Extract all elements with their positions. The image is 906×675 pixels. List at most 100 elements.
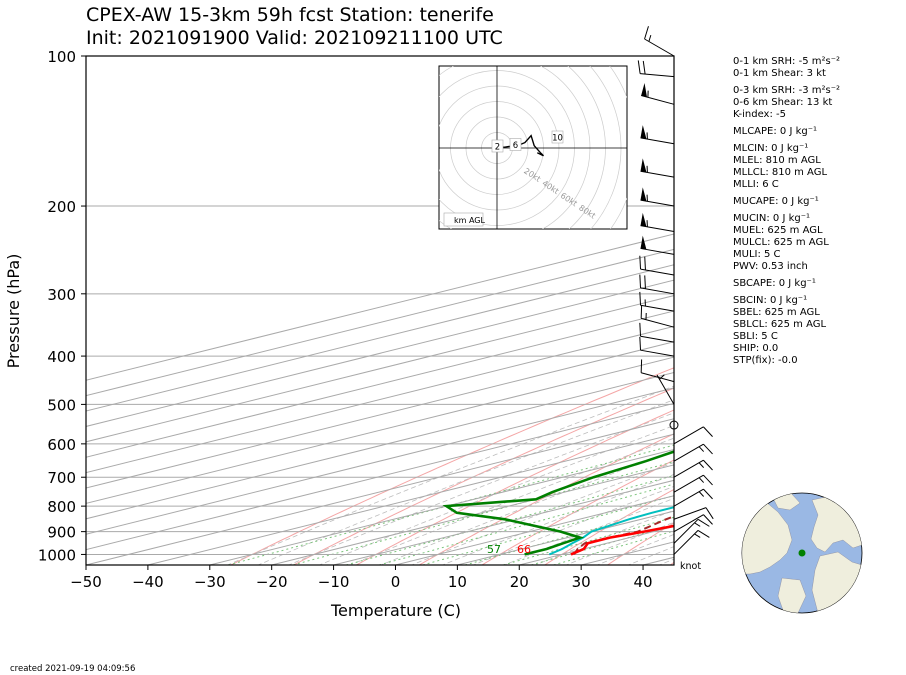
stat-line: SBLCL: 625 m AGL (733, 319, 827, 330)
stat-line: MUEL: 625 m AGL (733, 225, 823, 236)
barb-staff (640, 268, 675, 276)
barb-flag (640, 187, 647, 202)
hodograph-height-box (491, 139, 504, 153)
barb-staff (640, 170, 675, 178)
x-tick-label: 40 (634, 573, 653, 591)
dry-adiabat-line (481, 459, 674, 565)
y-tick-label: 800 (47, 498, 76, 516)
created-timestamp: created 2021-09-19 04:09:56 (10, 664, 136, 674)
hodograph-trace (495, 134, 544, 157)
barb-full (697, 518, 710, 527)
barb-flag (640, 158, 647, 173)
barb-half (694, 533, 701, 538)
barb-flag (640, 125, 647, 139)
barb-full (703, 443, 713, 455)
stat-line: STP(fix): -0.0 (733, 355, 798, 366)
barb-staff (641, 372, 675, 383)
wind-barb (673, 474, 713, 493)
stat-line: MULCL: 625 m AGL (733, 237, 829, 248)
barb-staff (673, 488, 704, 507)
barb-full (639, 336, 642, 351)
wind-barb (639, 274, 675, 295)
wind-barb (640, 158, 675, 178)
barb-staff (673, 514, 704, 533)
stat-line: K-index: -5 (733, 109, 786, 120)
barb-half (694, 522, 701, 527)
barb-staff (673, 443, 704, 462)
barb-half (698, 462, 705, 468)
stat-line: MUCIN: 0 J kg⁻¹ (733, 213, 811, 224)
isotherm-line (86, 418, 674, 565)
wind-barb (673, 518, 710, 544)
isotherm-line (86, 295, 674, 443)
stat-line: MLLCL: 810 m AGL (733, 167, 828, 178)
barb-staff (673, 459, 704, 478)
barb-staff (641, 317, 675, 328)
mixing-ratio-line (379, 483, 674, 565)
isotherm-line (209, 449, 674, 565)
x-tick-label: −20 (256, 573, 288, 591)
chart-title-line2: Init: 2021091900 Valid: 202109211100 UTC (86, 27, 503, 49)
stat-line: 0-1 km Shear: 3 kt (733, 68, 826, 79)
mixing-ratio-line (292, 461, 674, 565)
wind-barb (640, 359, 675, 383)
hodograph-height-box (551, 130, 564, 144)
wind-barb (673, 507, 714, 520)
y-tick-label: 300 (47, 286, 76, 304)
wind-barb (639, 336, 675, 357)
barb-full (644, 26, 649, 40)
hodograph-frame (438, 65, 628, 230)
barb-flag (640, 212, 647, 227)
plot-frame (85, 55, 675, 566)
y-tick-label: 400 (47, 348, 76, 366)
stat-line: SBCAPE: 0 J kg⁻¹ (733, 278, 816, 289)
wind-barb (641, 82, 675, 105)
barb-half (648, 34, 652, 42)
dewpoint-profile-line (442, 450, 674, 556)
x-tick-label: 20 (510, 573, 529, 591)
wind-barb (644, 26, 675, 57)
surface-temperature-label: 66 (517, 543, 531, 556)
y-tick-label: 900 (47, 524, 76, 542)
x-axis-label: Temperature (C) (330, 601, 461, 620)
barb-staff (640, 247, 675, 255)
barb-staff (673, 507, 707, 520)
surface-dewpoint-label: 57 (487, 543, 501, 556)
isotherm-line (86, 248, 674, 397)
isotherm-line (271, 464, 674, 565)
wind-barb (673, 514, 713, 533)
wind-barb (656, 374, 675, 405)
x-tick-label: −10 (318, 573, 350, 591)
barb-flag (640, 235, 647, 250)
y-tick-label: 200 (47, 198, 76, 216)
barb-full (697, 529, 710, 538)
wind-barb (673, 529, 710, 555)
wind-barb (639, 322, 675, 343)
stat-line: MLLI: 6 C (733, 179, 779, 190)
isotherm-line (86, 264, 674, 412)
stat-line: MUCAPE: 0 J kg⁻¹ (733, 196, 819, 207)
stat-line: MLCAPE: 0 J kg⁻¹ (733, 126, 818, 137)
wind-barb (639, 291, 675, 312)
y-tick-label: 100 (47, 48, 76, 66)
barb-full (644, 256, 646, 270)
barb-staff (673, 530, 699, 555)
barb-flag (641, 82, 647, 98)
hodograph-height-box (509, 138, 522, 151)
wind-barb (673, 443, 713, 462)
wind-barb (673, 488, 713, 507)
barb-staff (656, 374, 675, 405)
mixing-ratio-line (422, 495, 674, 565)
chart-title-line1: CPEX-AW 15-3km 59h fcst Station: tenerif… (86, 4, 494, 26)
y-axis-label: Pressure (hPa) (4, 254, 23, 369)
wind-barb (673, 459, 713, 478)
wind-barb (640, 305, 675, 328)
isotherm-line (86, 279, 674, 427)
barb-full (637, 60, 641, 74)
stat-line: 0-3 km SRH: -3 m²s⁻² (733, 85, 840, 96)
isotherm-line (147, 433, 674, 565)
y-tick-label: 500 (47, 396, 76, 414)
stat-line: MLCIN: 0 J kg⁻¹ (733, 143, 809, 154)
barb-full (639, 322, 642, 337)
